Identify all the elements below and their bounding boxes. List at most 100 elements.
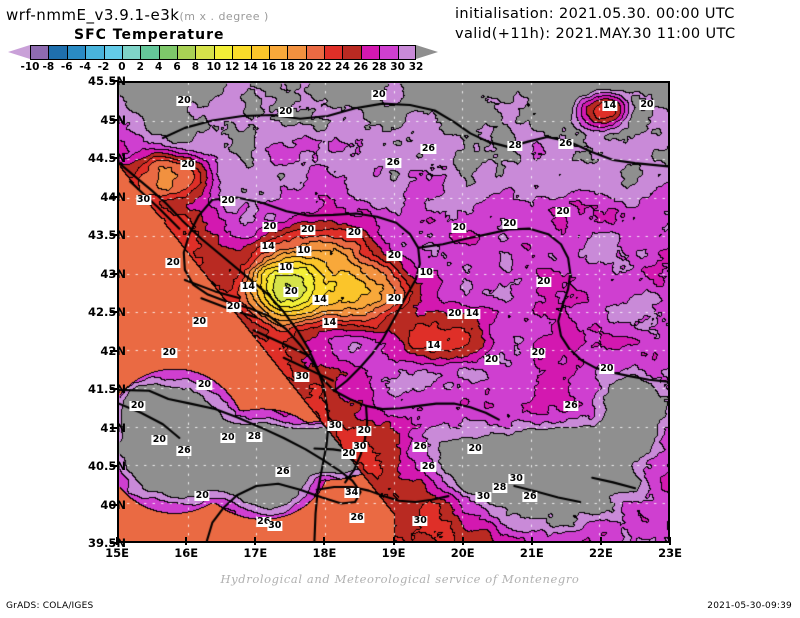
colorbar-tick: -10 bbox=[20, 61, 40, 73]
contour-label: 20 bbox=[599, 362, 615, 374]
colorbar-swatch bbox=[103, 45, 122, 60]
contour-label: 20 bbox=[555, 206, 571, 218]
latitude-label: 42.5N bbox=[88, 305, 126, 319]
contour-label: 20 bbox=[483, 353, 500, 365]
contour-label: 20 bbox=[283, 286, 299, 298]
colorbar-tick: 8 bbox=[191, 61, 200, 73]
longitude-label: 18E bbox=[312, 546, 337, 560]
longitude-label: 17E bbox=[243, 546, 268, 560]
contour-label: 26 bbox=[558, 137, 574, 149]
contour-label: 20 bbox=[341, 447, 357, 459]
colorbar-tick: 24 bbox=[335, 61, 350, 73]
colorbar-over-arrow-icon bbox=[416, 45, 438, 59]
contour-label: 30 bbox=[135, 193, 152, 205]
contour-label: 30 bbox=[412, 515, 428, 527]
contour-label: 14 bbox=[321, 317, 338, 329]
contour-label: 20 bbox=[502, 217, 518, 229]
colorbar-swatch bbox=[397, 45, 416, 60]
colorbar-tick: 6 bbox=[173, 61, 181, 73]
colorbar-swatch bbox=[30, 45, 49, 60]
latitude-tick bbox=[110, 542, 118, 544]
longitude-tick bbox=[185, 537, 188, 545]
contour-label: 20 bbox=[191, 316, 208, 328]
longitude-tick bbox=[116, 537, 118, 545]
latitude-label: 43.5N bbox=[88, 228, 126, 242]
colorbar-tick: 12 bbox=[224, 61, 240, 73]
latitude-tick bbox=[110, 388, 118, 390]
latitude-tick bbox=[110, 503, 118, 506]
latitude-tick bbox=[110, 157, 118, 159]
contour-label: 20 bbox=[356, 424, 372, 436]
contour-label: 10 bbox=[296, 245, 312, 257]
longitude-tick bbox=[669, 537, 671, 545]
colorbar-tick: 4 bbox=[155, 61, 163, 73]
contour-label: 14 bbox=[312, 294, 328, 306]
contour-label: 30 bbox=[327, 420, 343, 432]
contour-label: 20 bbox=[220, 194, 236, 206]
latitude-label: 41.5N bbox=[88, 382, 126, 396]
contour-label: 20 bbox=[225, 301, 242, 313]
contour-label: 20 bbox=[151, 433, 168, 445]
longitude-tick bbox=[461, 537, 464, 545]
latitude-tick bbox=[110, 118, 118, 121]
colorbar-tick: 0 bbox=[118, 61, 126, 73]
contour-label: 20 bbox=[371, 89, 387, 101]
temperature-map[interactable]: 20 14 20 20 20 28 26 20 26 26 30 20 20 20 20 20 20 20 14 20… bbox=[117, 81, 670, 543]
contour-label: 20 bbox=[196, 379, 213, 391]
colorbar-swatch bbox=[268, 45, 288, 60]
longitude-label: 22E bbox=[588, 546, 613, 560]
colorbar-swatch bbox=[48, 45, 67, 60]
longitude-label: 19E bbox=[381, 546, 406, 560]
grads-label: GrADS: COLA/IGES bbox=[6, 601, 94, 611]
longitude-label: 21E bbox=[519, 546, 544, 560]
colorbar-tick: 16 bbox=[261, 61, 277, 73]
contour-label: 20 bbox=[220, 431, 236, 443]
latitude-tick bbox=[110, 311, 118, 313]
longitude-label: 15E bbox=[105, 546, 129, 560]
colorbar-swatch bbox=[379, 45, 398, 60]
colorbar-swatch bbox=[305, 45, 324, 60]
contour-label: 26 bbox=[176, 445, 192, 457]
contour-label: 20 bbox=[467, 443, 483, 455]
latitude-tick bbox=[110, 349, 118, 352]
latitude-label: 40.5N bbox=[88, 459, 126, 473]
latitude-tick bbox=[110, 195, 118, 198]
contour-label: 26 bbox=[420, 461, 437, 473]
colorbar-under-arrow-icon bbox=[8, 45, 30, 59]
longitude-tick bbox=[323, 537, 326, 545]
service-credit: Hydrological and Meteorological service … bbox=[220, 572, 580, 586]
contour-label: 20 bbox=[386, 249, 403, 261]
colorbar-swatch bbox=[324, 45, 343, 60]
colorbar-tick: -6 bbox=[60, 61, 73, 73]
contour-label: 26 bbox=[522, 491, 538, 503]
contour-label: 20 bbox=[161, 347, 177, 359]
contour-label: 26 bbox=[563, 399, 579, 411]
contour-label: 20 bbox=[176, 94, 192, 106]
contour-label: 14 bbox=[464, 308, 480, 319]
contour-label: 34 bbox=[343, 486, 360, 498]
colorbar-swatch bbox=[177, 45, 196, 60]
colorbar-tick: 22 bbox=[316, 61, 332, 73]
model-title: wrf-nmmE_v3.9.1-e3k(m x . degree ) bbox=[6, 6, 269, 24]
contour-label: 20 bbox=[194, 489, 210, 501]
contour-label: 14 bbox=[260, 240, 276, 252]
colorbar-swatch bbox=[360, 45, 380, 60]
latitude-label: 44.5N bbox=[88, 151, 126, 165]
latitude-tick bbox=[110, 234, 118, 236]
contour-label: 28 bbox=[507, 139, 523, 151]
colorbar-tick: 20 bbox=[298, 61, 314, 73]
longitude-tick bbox=[530, 537, 533, 545]
contour-label: 30 bbox=[267, 519, 283, 531]
colorbar-swatch bbox=[232, 45, 251, 60]
colorbar-tick: 14 bbox=[243, 61, 258, 73]
contour-label: 20 bbox=[386, 292, 403, 304]
longitude-label: 20E bbox=[450, 546, 475, 560]
colorbar-tick: 10 bbox=[206, 61, 222, 73]
contour-label: 30 bbox=[475, 491, 491, 503]
colorbar-swatch bbox=[250, 45, 269, 60]
contour-label: 20 bbox=[129, 399, 146, 411]
colorbar-title: SFC Temperature bbox=[74, 27, 225, 43]
latitude-label: 45.5N bbox=[88, 74, 126, 88]
colorbar: -10 -8 -6 -4 -2 0 2 4 6 8 10 12 14 16 18 20 22 24 26 28 30 32 bbox=[8, 45, 438, 73]
latitude-tick bbox=[110, 465, 118, 467]
